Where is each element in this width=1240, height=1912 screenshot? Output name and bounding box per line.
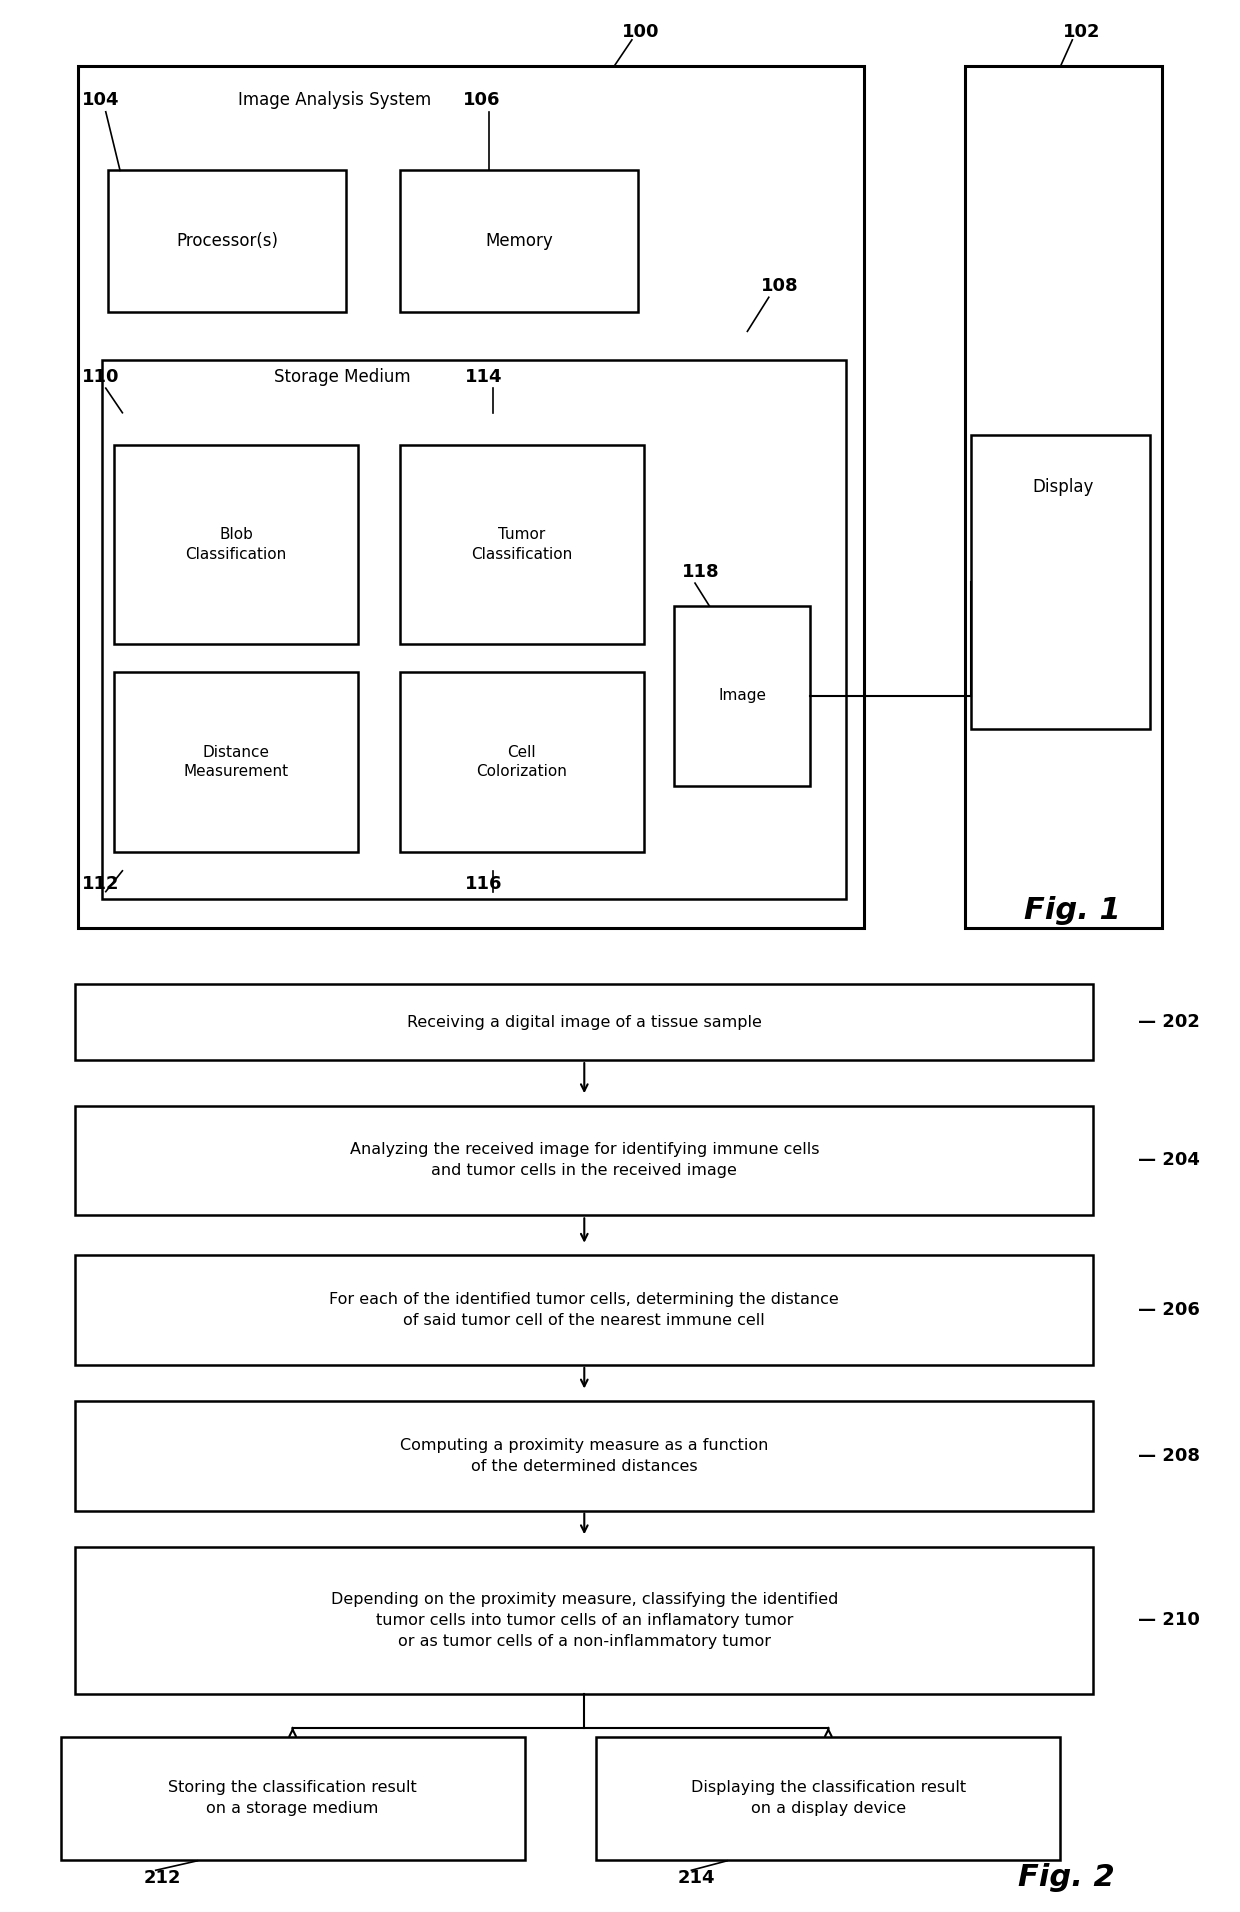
FancyBboxPatch shape	[102, 359, 846, 899]
FancyBboxPatch shape	[399, 445, 644, 644]
Text: — 208: — 208	[1138, 1447, 1200, 1465]
Text: 106: 106	[463, 92, 501, 109]
Text: Memory: Memory	[485, 233, 553, 250]
Text: Depending on the proximity measure, classifying the identified
tumor cells into : Depending on the proximity measure, clas…	[331, 1593, 838, 1648]
FancyBboxPatch shape	[78, 67, 864, 927]
Text: 114: 114	[465, 367, 502, 386]
Text: 100: 100	[622, 23, 660, 42]
Text: Storage Medium: Storage Medium	[274, 367, 410, 386]
FancyBboxPatch shape	[114, 445, 358, 644]
FancyBboxPatch shape	[596, 1736, 1060, 1860]
Text: Displaying the classification result
on a display device: Displaying the classification result on …	[691, 1780, 966, 1816]
Text: Fig. 1: Fig. 1	[1024, 897, 1121, 925]
Text: — 206: — 206	[1138, 1300, 1199, 1319]
FancyBboxPatch shape	[76, 1547, 1094, 1694]
FancyBboxPatch shape	[108, 170, 346, 312]
FancyBboxPatch shape	[399, 673, 644, 853]
Text: 108: 108	[760, 277, 799, 294]
Text: Analyzing the received image for identifying immune cells
and tumor cells in the: Analyzing the received image for identif…	[350, 1143, 820, 1178]
Text: Tumor
Classification: Tumor Classification	[471, 528, 573, 562]
Text: 214: 214	[677, 1868, 714, 1887]
Text: Receiving a digital image of a tissue sample: Receiving a digital image of a tissue sa…	[407, 1015, 761, 1031]
Text: — 204: — 204	[1138, 1151, 1199, 1170]
FancyBboxPatch shape	[673, 606, 811, 786]
FancyBboxPatch shape	[76, 1401, 1094, 1510]
FancyBboxPatch shape	[114, 673, 358, 853]
Text: Processor(s): Processor(s)	[176, 233, 278, 250]
FancyBboxPatch shape	[399, 170, 637, 312]
Text: — 202: — 202	[1138, 1013, 1199, 1031]
FancyBboxPatch shape	[76, 1105, 1094, 1216]
Text: 212: 212	[144, 1868, 181, 1887]
FancyBboxPatch shape	[61, 1736, 525, 1860]
Text: Distance
Measurement: Distance Measurement	[184, 744, 289, 780]
Text: 110: 110	[82, 367, 119, 386]
Text: 104: 104	[82, 92, 119, 109]
Text: 102: 102	[1063, 23, 1100, 42]
Text: Display: Display	[1032, 478, 1094, 495]
Text: Blob
Classification: Blob Classification	[186, 528, 286, 562]
Text: 112: 112	[82, 876, 119, 893]
FancyBboxPatch shape	[76, 1254, 1094, 1365]
Text: Storing the classification result
on a storage medium: Storing the classification result on a s…	[169, 1780, 417, 1816]
FancyBboxPatch shape	[965, 67, 1162, 927]
Text: Image: Image	[718, 688, 766, 704]
Text: 118: 118	[682, 562, 719, 581]
FancyBboxPatch shape	[971, 436, 1149, 728]
Text: For each of the identified tumor cells, determining the distance
of said tumor c: For each of the identified tumor cells, …	[330, 1293, 839, 1329]
Text: — 210: — 210	[1138, 1612, 1199, 1629]
Text: 116: 116	[465, 876, 502, 893]
Text: Image Analysis System: Image Analysis System	[238, 92, 432, 109]
Text: Cell
Colorization: Cell Colorization	[476, 744, 567, 780]
Text: Fig. 2: Fig. 2	[1018, 1864, 1115, 1893]
Text: Computing a proximity measure as a function
of the determined distances: Computing a proximity measure as a funct…	[401, 1438, 769, 1474]
FancyBboxPatch shape	[76, 985, 1094, 1059]
